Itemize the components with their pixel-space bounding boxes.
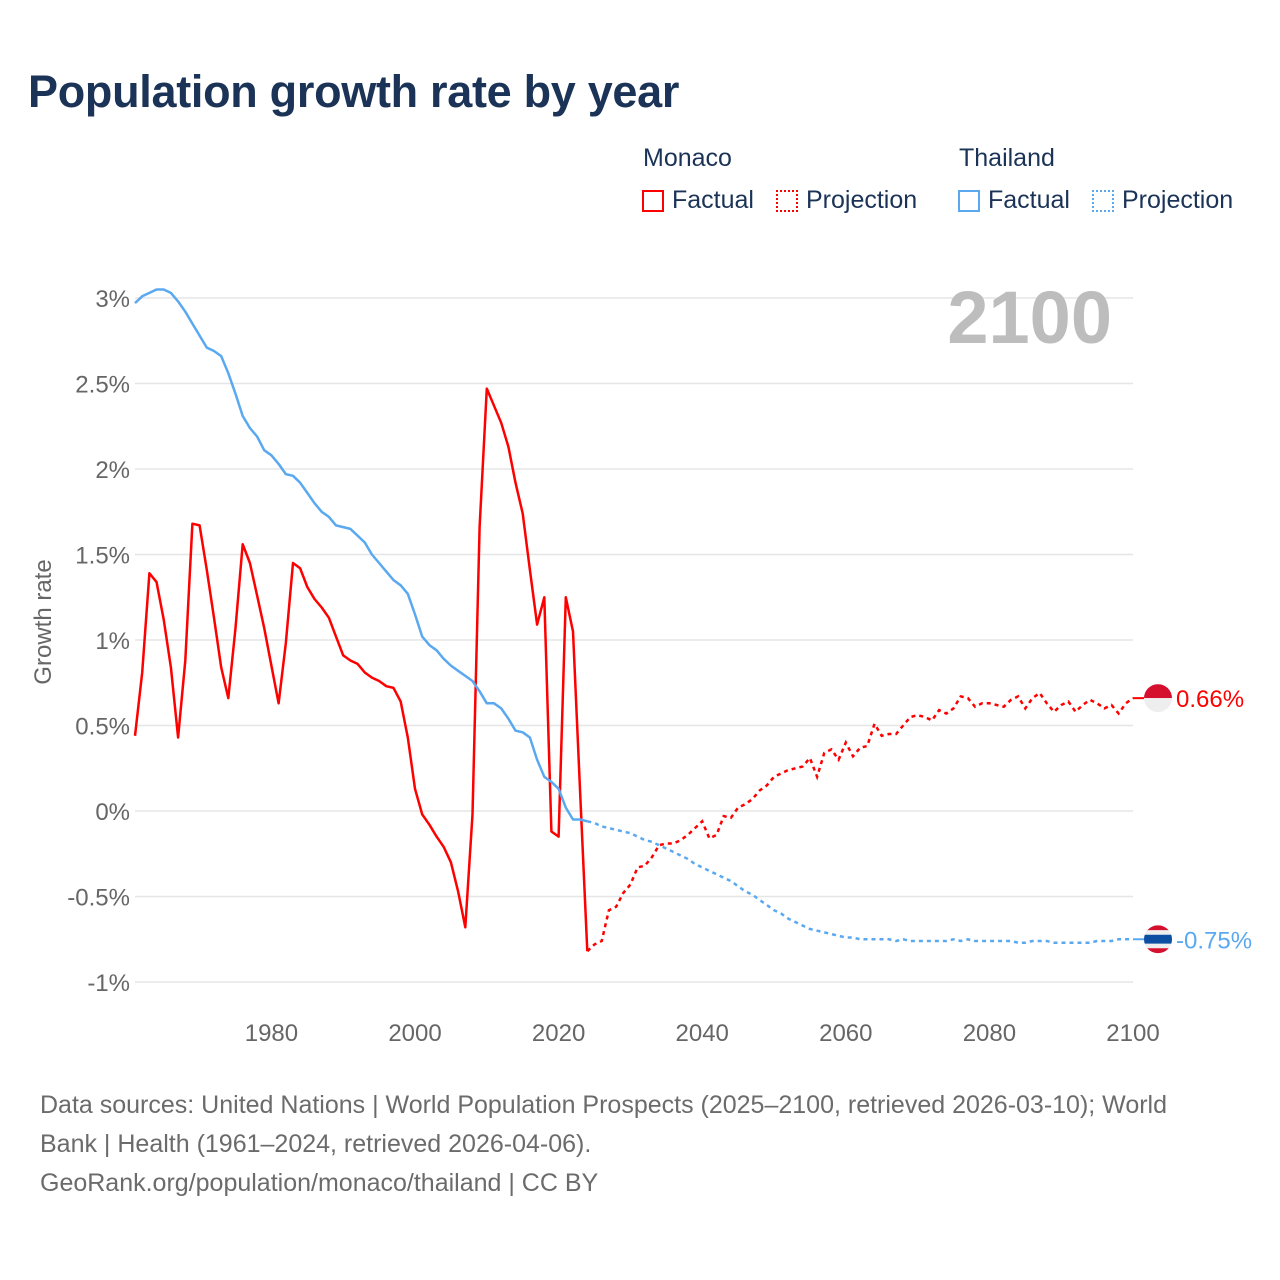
monaco-end-value: 0.66% [1176,686,1244,713]
chart-title: Population growth rate by year [28,66,680,117]
y-tick-label: 2.5% [75,372,130,399]
flag-band [1144,948,1172,954]
flag-body [1144,925,1172,954]
x-tick-label: 2000 [388,1020,441,1047]
footer-sources: Data sources: United Nations | World Pop… [40,1091,1168,1119]
y-tick-label: 0% [95,799,130,826]
x-tick-label: 1980 [245,1020,298,1047]
legend-group-thailand: Thailand [959,144,1055,172]
flag-band [1144,943,1172,949]
footer-sources-cont: Bank | Health (1961–2024, retrieved 2026… [40,1130,592,1158]
legend-label: Projection [806,186,918,214]
legend-swatch-dotted [776,189,798,212]
y-axis-label: Growth rate [30,559,57,684]
legend-thailand-factual[interactable]: Factual [958,186,1070,215]
y-tick-label: -1% [87,970,130,997]
legend-label: Factual [988,186,1070,214]
monaco-factual-line [133,387,589,952]
monaco-flag-icon [1144,684,1172,713]
x-tick-label: 2060 [819,1020,872,1047]
x-tick-label: 2040 [676,1020,729,1047]
legend-monaco-projection[interactable]: Projection [776,186,917,215]
y-tick-label: 3% [95,286,130,313]
flag-band [1144,930,1172,935]
legend-swatch-solid [642,189,664,212]
y-tick-label: 0.5% [75,714,130,741]
year-watermark: 2100 [947,276,1112,359]
flag-red-band [1144,684,1172,699]
y-tick-label: 1.5% [75,543,130,570]
y-tick-label: 2% [95,457,130,484]
flag-band [1144,934,1172,944]
y-tick-label: -0.5% [67,885,130,912]
legend-label: Factual [672,186,754,214]
legend-swatch-dotted [1092,189,1114,212]
y-axis-ticks: 3% 2.5% 2% 1.5% 1% 0.5% 0% -0.5% -1% [67,286,130,997]
legend-thailand-projection[interactable]: Projection [1092,186,1233,215]
x-tick-label: 2080 [963,1020,1016,1047]
thailand-end-value: -0.75% [1176,927,1252,954]
x-axis-ticks: 1980 2000 2020 2040 2060 2080 2100 [245,1020,1160,1047]
legend-group-monaco: Monaco [643,144,732,172]
flag-body [1144,684,1172,713]
line-chart: 3% 2.5% 2% 1.5% 1% 0.5% 0% -0.5% -1% 1980 2000 202… [30,276,1252,1047]
series-lines [133,288,1134,953]
legend-monaco-factual[interactable]: Factual [642,186,754,215]
thailand-factual-line [134,288,588,823]
end-labels: 0.66% -0.75% [1133,684,1252,954]
legend-swatch-solid [958,189,980,212]
gridlines [135,297,1133,983]
footer-credit[interactable]: GeoRank.org/population/monaco/thailand |… [40,1169,599,1197]
flag-white-band [1144,698,1172,713]
legend-label: Projection [1122,186,1234,214]
thailand-flag-icon [1144,925,1172,954]
x-tick-label: 2020 [532,1020,585,1047]
flag-band [1144,925,1172,931]
thailand-projection-line [587,820,1133,944]
monaco-projection-line [586,691,1134,953]
x-tick-label: 2100 [1106,1020,1159,1047]
y-tick-label: 1% [95,628,130,655]
